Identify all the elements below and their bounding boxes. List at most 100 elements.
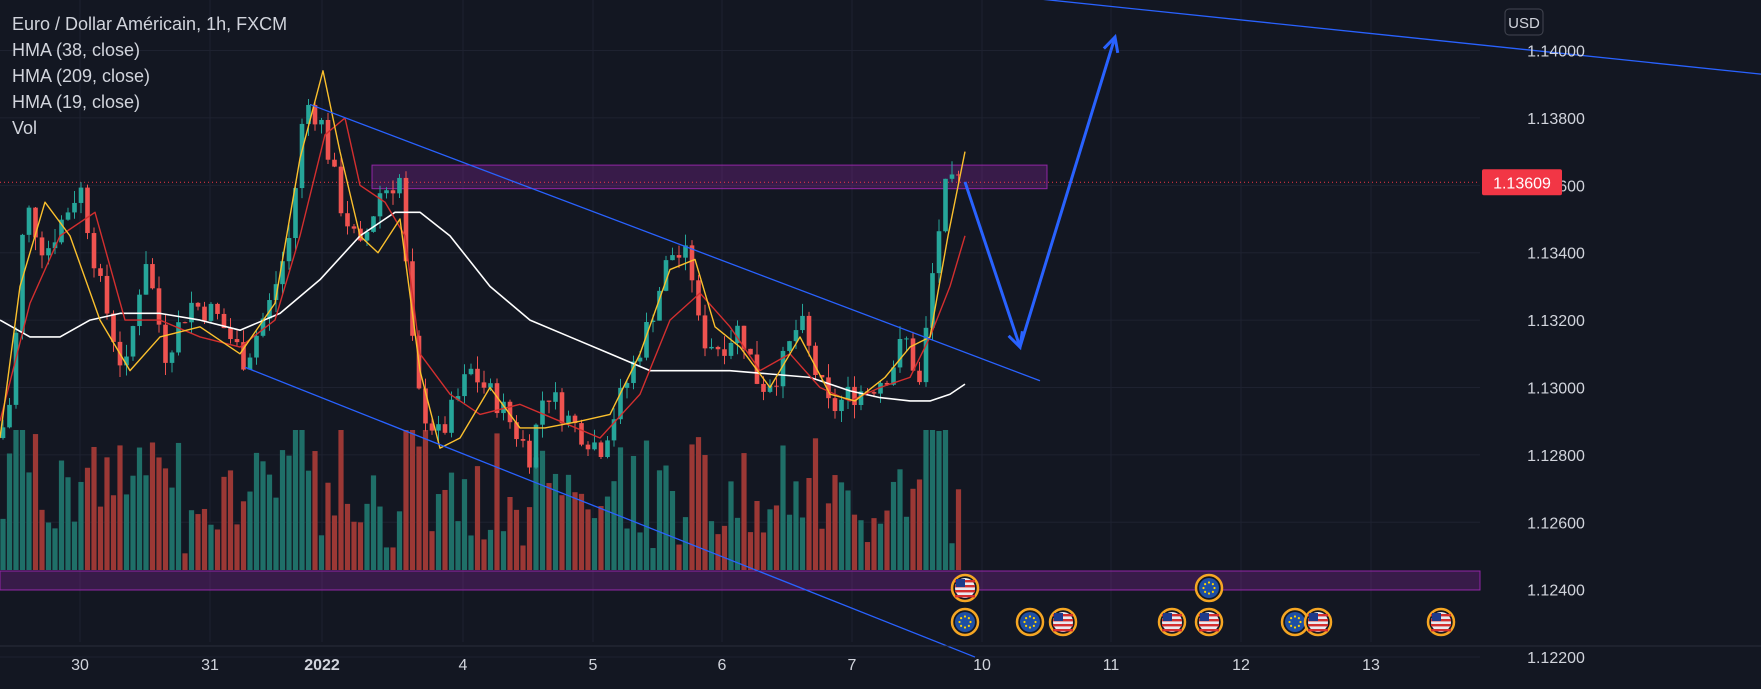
volume-bar (747, 532, 754, 570)
candle-body (702, 315, 708, 349)
candle-body (33, 207, 38, 238)
us-flag-canton (1200, 613, 1209, 621)
price-tick-label: 1.13800 (1527, 111, 1585, 128)
legend-volume[interactable]: Vol (12, 118, 38, 138)
candle-body (306, 104, 311, 124)
candle-body (260, 318, 266, 336)
volume-bar (728, 481, 734, 570)
eu-flag-star (960, 617, 963, 620)
economic-events[interactable] (950, 573, 1456, 637)
candle-body (650, 320, 656, 322)
candle-body (501, 401, 506, 414)
legend-hma-38[interactable]: HMA (38, close) (12, 40, 141, 60)
candle-body (195, 302, 201, 307)
eu-event-icon[interactable] (1280, 607, 1310, 637)
candle-body (91, 233, 97, 269)
volume-bar (305, 470, 312, 570)
candle-body (520, 439, 526, 441)
volume-bar (455, 521, 461, 570)
volume-zone[interactable] (0, 570, 1481, 591)
volume-bar (130, 475, 136, 570)
time-tick-label: 30 (71, 657, 89, 674)
volume-bar (936, 430, 942, 570)
volume-bar (123, 494, 130, 570)
legend-hma-19[interactable]: HMA (19, close) (12, 92, 141, 112)
legend-hma-209[interactable]: HMA (209, close) (12, 66, 151, 86)
hma-19-line[interactable] (0, 117, 966, 439)
candle-body (624, 383, 630, 388)
volume-bar (247, 491, 253, 570)
volume-bar (897, 469, 903, 570)
us-event-icon[interactable] (950, 573, 980, 603)
price-tick-label: 1.13000 (1527, 380, 1585, 397)
us-event-icon[interactable] (1194, 607, 1224, 637)
indicator-lines (0, 70, 966, 449)
us-event-icon[interactable] (1426, 607, 1456, 637)
volume-bar (715, 534, 721, 570)
trendline[interactable] (244, 366, 976, 658)
eu-event-icon[interactable] (1015, 607, 1045, 637)
volume-bar (442, 489, 448, 570)
volume-bar (546, 483, 552, 570)
symbol-title[interactable]: Euro / Dollar Américain, 1h, FXCM (12, 14, 288, 34)
volume-bar (188, 510, 195, 570)
time-tick-label: 12 (1232, 657, 1250, 674)
eu-event-icon[interactable] (1194, 573, 1224, 603)
eu-flag-star (1297, 617, 1300, 620)
candle-body (20, 234, 25, 333)
trendline[interactable] (920, 0, 1761, 75)
eu-flag-base (955, 612, 975, 632)
eu-flag-star (1028, 626, 1032, 629)
candle-body (293, 188, 298, 239)
eu-flag-star (969, 620, 972, 624)
candle-body (325, 119, 331, 160)
currency-button[interactable]: USD (1504, 8, 1544, 36)
hma-38-line[interactable] (0, 70, 966, 449)
time-tick-label: 7 (848, 657, 857, 674)
hma-209-line[interactable] (0, 211, 966, 402)
candle-body (449, 399, 454, 433)
candle-body (0, 427, 6, 439)
price-tick-label: 1.12400 (1527, 583, 1585, 600)
current-price-badge[interactable]: 1.13609 (1482, 169, 1562, 196)
resistance-zone[interactable] (371, 164, 1048, 190)
volume-bar (468, 535, 474, 570)
eu-flag-star (1025, 624, 1028, 627)
volume-bar (208, 524, 214, 570)
time-axis[interactable]: 30 31 2022 4 5 6 7 10 11 12 13 (0, 645, 1761, 674)
trendline[interactable] (309, 103, 1041, 382)
candle-body (462, 374, 467, 397)
volume-bar (825, 503, 832, 570)
candle-body (631, 361, 636, 384)
candle-body (579, 423, 584, 445)
volume-bar (923, 430, 929, 570)
candle-body (234, 339, 240, 343)
us-event-icon[interactable] (1048, 607, 1078, 637)
volume-bar (773, 505, 780, 570)
eu-flag-star (1297, 624, 1300, 627)
candle-body (943, 178, 948, 232)
candle-body (436, 424, 441, 431)
volume-bar (6, 453, 13, 570)
price-axis[interactable]: 1.140001.138001.136001.134001.132001.130… (1482, 8, 1585, 667)
candle-body (39, 237, 45, 256)
candle-body (202, 306, 207, 321)
volume-bar (494, 433, 500, 570)
volume-bar (299, 430, 305, 570)
volume-bar (559, 495, 565, 570)
volume-bar (370, 475, 377, 570)
us-event-icon[interactable] (1157, 607, 1187, 637)
volume-bar (286, 455, 292, 570)
trendlines[interactable] (244, 0, 1761, 658)
us-event-icon[interactable] (1303, 607, 1333, 637)
volume-bar (240, 501, 247, 570)
volume-bar (630, 455, 637, 570)
candle-body (78, 187, 84, 203)
eu-flag-base (1285, 612, 1305, 632)
volume-bar (708, 521, 715, 570)
candle-body (572, 415, 578, 424)
eu-event-icon[interactable] (950, 607, 980, 637)
volume-bar (221, 476, 227, 570)
